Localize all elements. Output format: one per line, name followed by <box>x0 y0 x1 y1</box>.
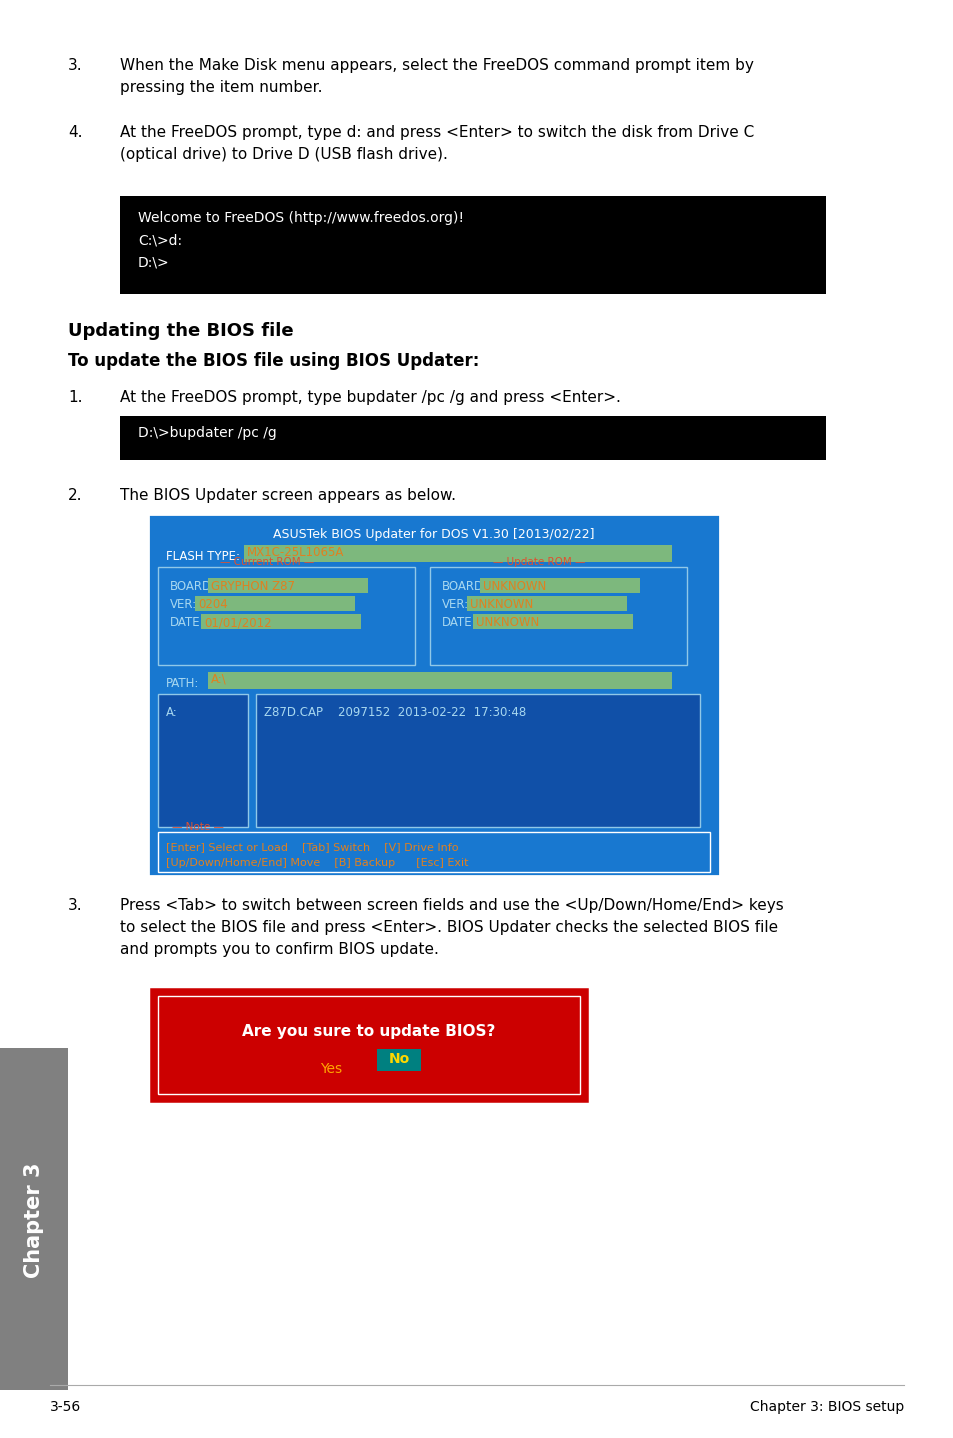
Bar <box>208 578 368 592</box>
Text: — Note —: — Note — <box>172 823 224 833</box>
Text: 3.: 3. <box>68 58 83 73</box>
Text: FLASH TYPE:: FLASH TYPE: <box>166 549 240 564</box>
Text: UNKNOWN: UNKNOWN <box>482 580 545 592</box>
Text: DATE:: DATE: <box>170 615 204 628</box>
Text: 3-56: 3-56 <box>50 1401 81 1414</box>
Bar <box>120 196 825 293</box>
Bar <box>208 672 671 689</box>
Bar <box>158 833 709 871</box>
Text: [Enter] Select or Load    [Tab] Switch    [V] Drive Info: [Enter] Select or Load [Tab] Switch [V] … <box>166 843 458 851</box>
Text: GRYPHON Z87: GRYPHON Z87 <box>211 580 294 592</box>
Text: Updating the BIOS file: Updating the BIOS file <box>68 322 294 339</box>
Text: To update the BIOS file using BIOS Updater:: To update the BIOS file using BIOS Updat… <box>68 352 478 370</box>
Text: D:\>bupdater /pc /g: D:\>bupdater /pc /g <box>138 426 276 440</box>
Bar <box>195 595 355 611</box>
Text: 3.: 3. <box>68 897 83 913</box>
Bar <box>244 545 671 562</box>
Bar <box>120 416 825 460</box>
Text: 01/01/2012: 01/01/2012 <box>204 615 272 628</box>
Text: No: No <box>388 1053 409 1066</box>
Text: At the FreeDOS prompt, type d: and press <Enter> to switch the disk from Drive C: At the FreeDOS prompt, type d: and press… <box>120 125 754 162</box>
Bar <box>255 695 700 827</box>
Text: A:: A: <box>166 706 177 719</box>
Text: ASUSTek BIOS Updater for DOS V1.30 [2013/02/22]: ASUSTek BIOS Updater for DOS V1.30 [2013… <box>273 528 594 541</box>
Bar <box>473 614 633 628</box>
Bar <box>467 595 626 611</box>
Text: When the Make Disk menu appears, select the FreeDOS command prompt item by
press: When the Make Disk menu appears, select … <box>120 58 753 95</box>
Bar <box>0 1048 68 1391</box>
Bar <box>376 1048 420 1071</box>
Text: VER:: VER: <box>170 598 197 611</box>
Text: — Update ROM —: — Update ROM — <box>493 557 585 567</box>
Text: Chapter 3: Chapter 3 <box>24 1162 44 1278</box>
Bar <box>201 614 361 628</box>
Bar <box>158 567 415 664</box>
Text: The BIOS Updater screen appears as below.: The BIOS Updater screen appears as below… <box>120 487 456 503</box>
Text: PATH:: PATH: <box>166 677 199 690</box>
Text: VER:: VER: <box>441 598 469 611</box>
Text: Yes: Yes <box>319 1063 342 1076</box>
Text: 2.: 2. <box>68 487 82 503</box>
Bar <box>430 567 686 664</box>
Text: UNKNOWN: UNKNOWN <box>470 598 533 611</box>
Bar <box>158 695 248 827</box>
Text: Are you sure to update BIOS?: Are you sure to update BIOS? <box>242 1024 496 1040</box>
Text: — Current ROM —: — Current ROM — <box>220 557 314 567</box>
Text: BOARD:: BOARD: <box>170 580 216 592</box>
Text: MX1C-25L1065A: MX1C-25L1065A <box>247 546 344 559</box>
Text: 1.: 1. <box>68 390 82 406</box>
Text: Z87D.CAP    2097152  2013-02-22  17:30:48: Z87D.CAP 2097152 2013-02-22 17:30:48 <box>264 706 526 719</box>
Text: Welcome to FreeDOS (http://www.freedos.org)!
C:\>d:
D:\>: Welcome to FreeDOS (http://www.freedos.o… <box>138 211 463 269</box>
Text: DATE:: DATE: <box>441 615 476 628</box>
Bar <box>479 578 639 592</box>
Bar <box>148 513 720 876</box>
Text: Press <Tab> to switch between screen fields and use the <Up/Down/Home/End> keys
: Press <Tab> to switch between screen fie… <box>120 897 783 958</box>
Text: 0204: 0204 <box>198 598 228 611</box>
Text: Chapter 3: BIOS setup: Chapter 3: BIOS setup <box>749 1401 903 1414</box>
Text: BOARD:: BOARD: <box>441 580 488 592</box>
Bar <box>158 997 579 1094</box>
Text: [Up/Down/Home/End] Move    [B] Backup      [Esc] Exit: [Up/Down/Home/End] Move [B] Backup [Esc]… <box>166 858 468 869</box>
Text: 4.: 4. <box>68 125 82 139</box>
Text: UNKNOWN: UNKNOWN <box>476 615 539 628</box>
Text: At the FreeDOS prompt, type bupdater /pc /g and press <Enter>.: At the FreeDOS prompt, type bupdater /pc… <box>120 390 620 406</box>
Bar <box>148 986 589 1104</box>
Text: A:\: A:\ <box>211 673 227 686</box>
